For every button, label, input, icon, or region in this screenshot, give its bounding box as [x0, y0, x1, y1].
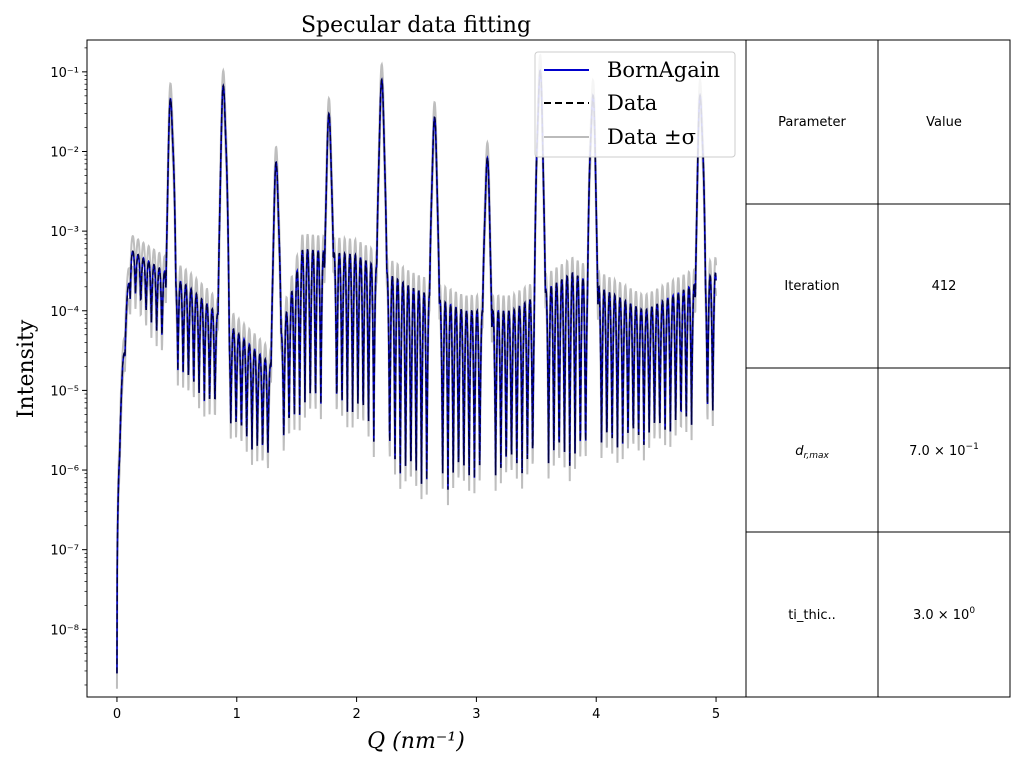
y-tick-label: 10⁻⁸	[50, 623, 79, 638]
table-cell-value-iteration: 412	[932, 279, 957, 294]
legend-label-data-sigma: Data ±σ	[607, 125, 696, 149]
y-axis-ticks: 10⁻⁸ 10⁻⁷ 10⁻⁶ 10⁻⁵ 10⁻⁴ 10⁻³ 10⁻² 10⁻¹	[50, 47, 87, 686]
legend-label-data: Data	[607, 91, 657, 115]
legend-label-bornagain: BornAgain	[607, 58, 720, 82]
table-cell-parameter-ti-thickness: ti_thic..	[788, 608, 836, 623]
x-tick-label: 0	[113, 707, 121, 722]
table-cell-value-ti-thickness: 3.0 × 100	[913, 606, 975, 623]
x-axis-label: Q (nm⁻¹)	[367, 729, 465, 754]
x-axis-ticks: 0 1 2 3 4 5	[113, 697, 720, 722]
table-cell-parameter-dr-max: dr,max	[795, 444, 829, 461]
chart-title: Specular data fitting	[301, 13, 531, 38]
table-cell-value-dr-max: 7.0 × 10−1	[909, 442, 979, 459]
x-tick-label: 2	[352, 707, 360, 722]
table-cell-parameter-iteration: Iteration	[784, 279, 839, 294]
parameter-table: Parameter Value Iteration 412 dr,max 7.0…	[745, 39, 1011, 698]
y-axis-label: Intensity	[14, 319, 39, 418]
y-tick-label: 10⁻¹	[50, 66, 79, 81]
y-tick-label: 10⁻⁷	[50, 544, 79, 559]
y-tick-label: 10⁻⁴	[50, 305, 79, 320]
series-data	[116, 68, 717, 674]
y-tick-label: 10⁻⁶	[50, 464, 79, 479]
x-tick-label: 1	[233, 707, 241, 722]
table-header-value: Value	[926, 115, 962, 130]
legend: BornAgain Data Data ±σ	[534, 51, 736, 158]
y-tick-label: 10⁻⁵	[50, 384, 79, 399]
table-header-parameter: Parameter	[778, 115, 846, 130]
x-tick-label: 4	[592, 707, 600, 722]
x-tick-label: 5	[712, 707, 720, 722]
y-tick-label: 10⁻³	[50, 225, 79, 240]
x-tick-label: 3	[472, 707, 480, 722]
y-tick-label: 10⁻²	[50, 145, 79, 160]
legend-frame	[534, 51, 736, 158]
plot-area	[86, 39, 747, 698]
